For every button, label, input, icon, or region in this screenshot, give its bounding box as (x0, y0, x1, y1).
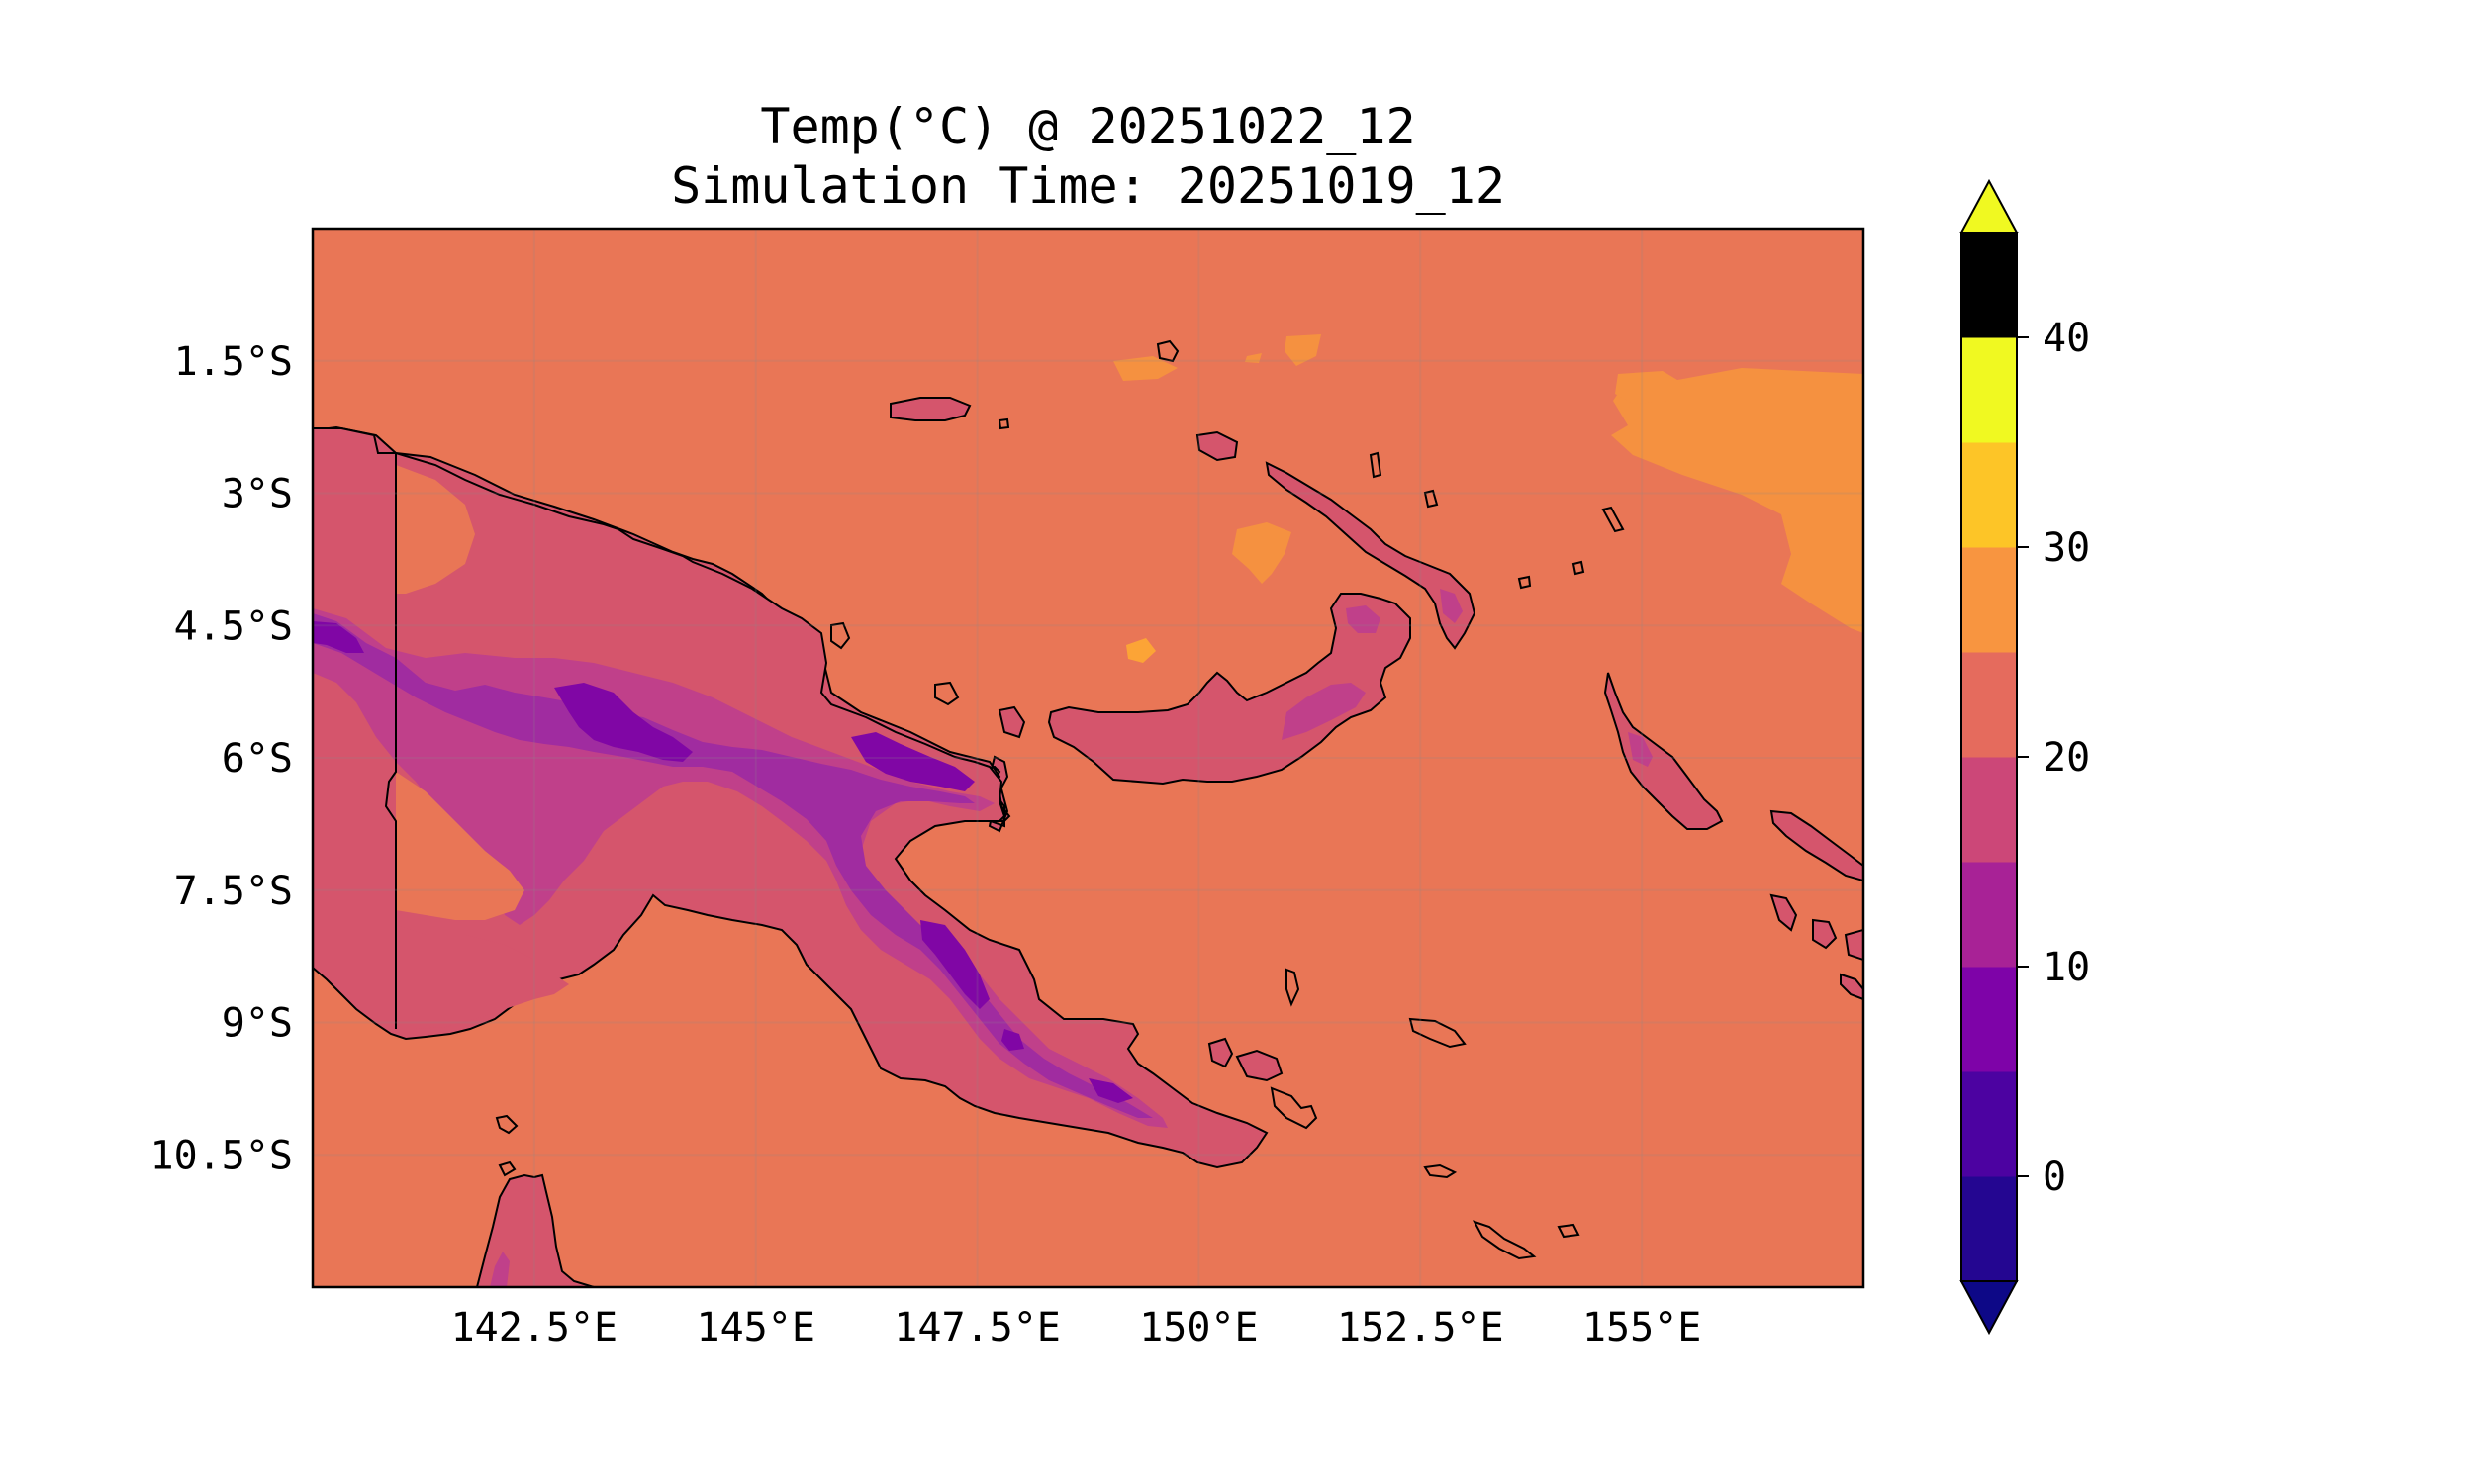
normanby-island (1270, 1086, 1318, 1130)
hot-spot (1126, 638, 1156, 663)
peak-south (920, 920, 990, 1009)
mussau-island (1195, 430, 1239, 462)
colorbar-over-extension (1959, 178, 2019, 233)
santa-isabel-island (1769, 893, 1798, 932)
north-islet-3 (1369, 451, 1382, 479)
y-tick-label-5: 9°S (222, 1001, 293, 1047)
solomon-se-island (1840, 973, 1863, 1001)
bougainville-high (1628, 732, 1653, 767)
colorbar-under-extension (1959, 1280, 2019, 1336)
southern-lowland (396, 925, 569, 1029)
x-tick-label-5: 155°E (1582, 1305, 1701, 1350)
warm-ocean-patch-n3 (1245, 353, 1262, 363)
warm-ocean-patch-n2 (1285, 334, 1321, 366)
highland-band-high (313, 613, 1153, 1118)
rossel-island (1472, 1220, 1537, 1260)
colorbar-segment-9 (1961, 232, 2017, 338)
new-ireland-high (1440, 589, 1463, 623)
gridlines (313, 229, 1863, 1287)
long-island (934, 681, 960, 706)
goodenough-island (1207, 1037, 1234, 1068)
colorbar-segment-4 (1961, 757, 2017, 863)
mainland-lowland-gap2 (396, 772, 524, 920)
x-tick-label-1: 145°E (697, 1305, 815, 1350)
mainland-lowland-gap (396, 465, 475, 594)
peak-west (313, 621, 364, 653)
y-tick-label-4: 7.5°S (174, 869, 293, 914)
colorbar-tick-label-2: 20 (2043, 735, 2090, 781)
warm-ocean-patch-ne2 (1615, 371, 1687, 404)
sudest-island (1557, 1223, 1580, 1239)
peak-se2 (1001, 1029, 1024, 1051)
woodlark-island (1408, 1017, 1467, 1049)
peak-east (851, 732, 975, 791)
misima-island (1423, 1163, 1458, 1179)
y-tick-label-6: 10.5°S (150, 1133, 294, 1178)
y-tick-label-0: 1.5°S (174, 339, 293, 385)
peak-se (1089, 1078, 1133, 1103)
title-line-2: Simulation Time: 20251019_12 (671, 157, 1505, 215)
x-tick-label-3: 150°E (1139, 1305, 1258, 1350)
karkar-island (830, 621, 851, 650)
y-tick-label-3: 6°S (222, 736, 293, 782)
national-border (384, 453, 397, 1029)
north-islet-4 (1423, 489, 1439, 509)
x-tick-label-2: 147.5°E (894, 1305, 1061, 1350)
north-islet-2 (998, 417, 1010, 430)
warm-ocean-patch-n1 (1113, 356, 1178, 381)
colorbar-segment-6 (1961, 547, 2017, 653)
map-field (313, 229, 1863, 1287)
north-islet-5 (1601, 506, 1625, 533)
peak-central (554, 683, 693, 762)
torres-island-1 (498, 1160, 517, 1177)
torres-island-2 (495, 1114, 519, 1135)
colorbar-tick-label-1: 10 (2043, 945, 2090, 990)
chart-title: Temp(°C) @ 20251022_12 Simulation Time: … (313, 97, 1863, 216)
north-islet-1 (1156, 339, 1180, 363)
bougainville (1603, 672, 1724, 830)
colorbar-tick-label-3: 30 (2043, 525, 2090, 571)
new-georgia-island (1812, 918, 1838, 950)
colorbar-tick-label-4: 40 (2043, 316, 2090, 361)
colorbar-segment-5 (1961, 652, 2017, 758)
colorbar-segment-1 (1961, 1071, 2017, 1177)
y-tick-label-1: 3°S (222, 472, 293, 517)
colorbar-segment-2 (1961, 967, 2017, 1072)
colorbar-segment-3 (1961, 862, 2017, 968)
manus-island (890, 397, 972, 421)
y-tick-label-2: 4.5°S (174, 603, 293, 649)
islet-7 (1517, 575, 1532, 590)
x-tick-label-0: 142.5°E (451, 1305, 618, 1350)
colorbar-segment-7 (1961, 442, 2017, 548)
new-britain-high2 (1346, 605, 1380, 633)
x-tick-label-4: 152.5°E (1337, 1305, 1504, 1350)
new-britain (1047, 593, 1411, 786)
solomon-east-island (1844, 928, 1863, 962)
x-axis-ticks: 142.5°E 145°E 147.5°E 150°E 152.5°E 155°E (451, 1305, 1702, 1350)
colorbar: 0 10 20 30 40 (1959, 178, 2090, 1336)
warm-ocean-patch-mid (1232, 522, 1291, 584)
colorbar-segment-8 (1961, 337, 2017, 443)
umboi-island (998, 705, 1026, 739)
islet-6 (1571, 560, 1585, 576)
colorbar-tick-label-0: 0 (2043, 1155, 2066, 1200)
new-ireland (1265, 461, 1476, 650)
new-britain-high (1282, 683, 1366, 740)
cape-york-inner (490, 1252, 510, 1287)
map-frame (311, 227, 1865, 1289)
title-line-1: Temp(°C) @ 20251022_12 (760, 98, 1416, 155)
y-axis-ticks: 1.5°S 3°S 4.5°S 6°S 7.5°S 9°S 10.5°S (150, 339, 294, 1179)
colorbar-segment-0 (1961, 1176, 2017, 1282)
trobriand-island (1285, 968, 1300, 1007)
warm-ocean-patch-ne (1611, 368, 1863, 633)
choiseul-island (1769, 809, 1863, 882)
fergusson-island (1235, 1049, 1284, 1082)
